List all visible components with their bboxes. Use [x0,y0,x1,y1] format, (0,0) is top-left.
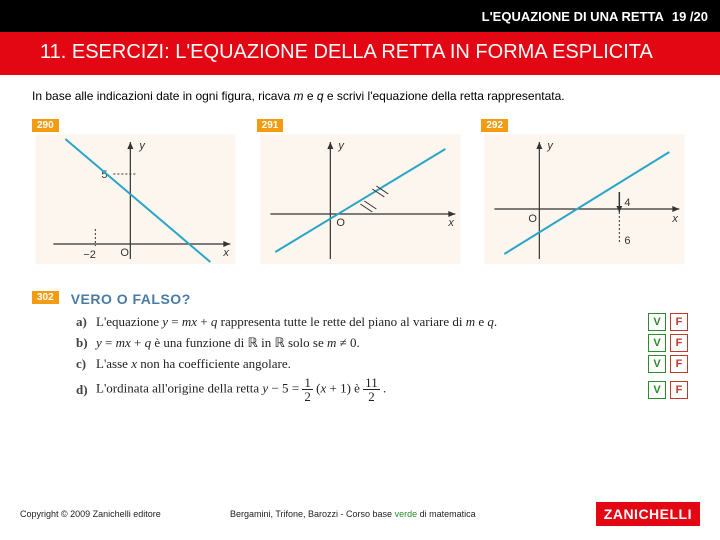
false-box[interactable]: F [670,355,688,373]
svg-text:6: 6 [625,235,631,247]
svg-text:−2: −2 [83,249,96,261]
vf-item: b)y = mx + q è una funzione di ℝ in ℝ so… [76,334,688,352]
false-box[interactable]: F [670,313,688,331]
exercise-number: 290 [32,119,59,132]
vf-title: VERO O FALSO? [71,291,191,307]
true-box[interactable]: V [648,334,666,352]
vf-item-text: L'equazione y = mx + q rappresenta tutte… [96,314,638,330]
svg-text:x: x [222,247,229,259]
vf-item: c)L'asse x non ha coefficiente angolare.… [76,355,688,373]
header-bar: L'EQUAZIONE DI UNA RETTA 19 /20 [0,0,720,32]
vf-item-key: d) [76,382,96,398]
graph-292: y x O 4 6 [481,134,688,264]
vf-item-key: a) [76,314,96,330]
true-box[interactable]: V [648,381,666,399]
svg-text:O: O [529,213,538,225]
vf-number: 302 [32,291,59,304]
vf-item-key: b) [76,335,96,351]
svg-text:4: 4 [625,197,631,209]
copyright: Copyright © 2009 Zanichelli editore [20,509,220,519]
true-box[interactable]: V [648,355,666,373]
graph-291: y x O [257,134,464,264]
vf-item-key: c) [76,356,96,372]
footer: Copyright © 2009 Zanichelli editore Berg… [0,502,720,526]
content: In base alle indicazioni date in ogni fi… [0,75,720,403]
figure-row: 290 y x O 5 −2 291 [32,115,688,269]
false-box[interactable]: F [670,381,688,399]
false-box[interactable]: F [670,334,688,352]
header-page: 19 /20 [672,9,708,24]
vf-item: d)L'ordinata all'origine della retta y −… [76,376,688,403]
svg-text:O: O [120,247,129,259]
vf-item-text: L'ordinata all'origine della retta y − 5… [96,376,638,403]
svg-text:x: x [672,213,679,225]
figure-291: 291 y x O [257,115,464,269]
section-title: 11. ESERCIZI: L'EQUAZIONE DELLA RETTA IN… [40,40,700,65]
vf-item: a)L'equazione y = mx + q rappresenta tut… [76,313,688,331]
exercise-number: 292 [481,119,508,132]
header-title: L'EQUAZIONE DI UNA RETTA [482,9,664,24]
svg-text:O: O [336,217,345,229]
vf-item-text: L'asse x non ha coefficiente angolare. [96,356,638,372]
credit: Bergamini, Trifone, Barozzi - Corso base… [220,509,596,519]
figure-290: 290 y x O 5 −2 [32,115,239,269]
intro-text: In base alle indicazioni date in ogni fi… [32,89,688,103]
vf-header: 302 VERO O FALSO? [32,291,688,307]
vf-list: a)L'equazione y = mx + q rappresenta tut… [32,313,688,403]
figure-292: 292 y x O 4 6 [481,115,688,269]
publisher-logo: ZANICHELLI [596,502,700,526]
true-box[interactable]: V [648,313,666,331]
exercise-number: 291 [257,119,284,132]
section-band: 11. ESERCIZI: L'EQUAZIONE DELLA RETTA IN… [0,32,720,75]
graph-290: y x O 5 −2 [32,134,239,264]
svg-text:x: x [447,217,454,229]
vf-item-text: y = mx + q è una funzione di ℝ in ℝ solo… [96,335,638,351]
